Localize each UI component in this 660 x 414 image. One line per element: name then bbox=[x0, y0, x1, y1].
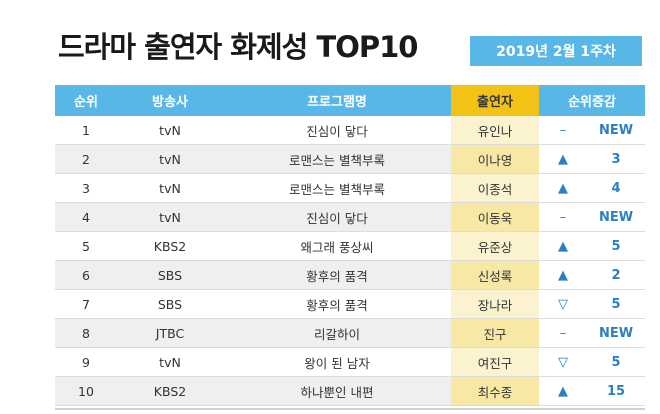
program-cell: 하나뿐인 내편 bbox=[223, 377, 451, 405]
cast-cell: 이종석 bbox=[451, 174, 539, 202]
change-value: NEW bbox=[598, 122, 634, 138]
table-row: 5 KBS2 왜그래 풍상씨 유준상 ▲ 5 bbox=[55, 232, 645, 261]
cast-cell: 이동욱 bbox=[451, 203, 539, 231]
up-triangle-icon: ▲ bbox=[558, 267, 568, 283]
up-triangle-icon: ▲ bbox=[558, 180, 568, 196]
dash-icon: – bbox=[559, 122, 567, 138]
dash-icon: – bbox=[559, 325, 567, 341]
change-value: NEW bbox=[598, 209, 634, 225]
change-cell: ▲ 2 bbox=[539, 261, 645, 289]
channel-cell: KBS2 bbox=[153, 238, 187, 254]
ranking-table: 순위 방송사 프로그램명 출연자 순위증감 1 tvN 진심이 닿다 유인나 – NEW 2… bbox=[55, 85, 645, 406]
rank-cell: 1 bbox=[82, 122, 90, 138]
table-row: 9 tvN 왕이 된 남자 여진구 ▽ 5 bbox=[55, 348, 645, 377]
change-cell: ▲ 15 bbox=[539, 377, 645, 405]
table-row: 10 KBS2 하나뿐인 내편 최수종 ▲ 15 bbox=[55, 377, 645, 406]
up-triangle-icon: ▲ bbox=[558, 383, 568, 399]
cast-cell: 여진구 bbox=[451, 348, 539, 376]
up-triangle-icon: ▲ bbox=[558, 151, 568, 167]
down-triangle-icon: ▽ bbox=[558, 296, 568, 312]
program-cell: 왜그래 풍상씨 bbox=[300, 239, 374, 255]
header-rank: 순위 bbox=[55, 85, 117, 116]
header-cast: 출연자 bbox=[451, 85, 539, 116]
change-value: 2 bbox=[611, 267, 621, 283]
change-cell: ▲ 3 bbox=[539, 145, 645, 173]
cast-cell: 이나영 bbox=[451, 145, 539, 173]
change-value: 5 bbox=[611, 238, 621, 254]
channel-cell: tvN bbox=[117, 203, 223, 231]
table-header: 순위 방송사 프로그램명 출연자 순위증감 bbox=[55, 85, 645, 116]
program-cell: 로맨스는 별책부록 bbox=[289, 181, 385, 197]
program-cell: 리갈하이 bbox=[223, 319, 451, 347]
program-cell: 황후의 품격 bbox=[306, 297, 368, 313]
change-value: 5 bbox=[611, 296, 621, 312]
table-body: 1 tvN 진심이 닿다 유인나 – NEW 2 tvN 로맨스는 별책부록 이나영 ▲ 3 3 tvN 로… bbox=[55, 116, 645, 406]
change-value: 3 bbox=[611, 151, 621, 167]
change-cell: – NEW bbox=[539, 203, 645, 231]
cast-cell: 유인나 bbox=[451, 116, 539, 144]
change-value: 5 bbox=[611, 354, 621, 370]
change-cell: ▲ 5 bbox=[539, 232, 645, 260]
channel-cell: SBS bbox=[117, 261, 223, 289]
rank-cell: 4 bbox=[55, 203, 117, 231]
channel-cell: tvN bbox=[117, 145, 223, 173]
table-bottom-divider bbox=[55, 408, 645, 410]
rank-cell: 8 bbox=[55, 319, 117, 347]
table-row: 4 tvN 진심이 닿다 이동욱 – NEW bbox=[55, 203, 645, 232]
table-row: 7 SBS 황후의 품격 장나라 ▽ 5 bbox=[55, 290, 645, 319]
table-row: 2 tvN 로맨스는 별책부록 이나영 ▲ 3 bbox=[55, 145, 645, 174]
program-cell: 진심이 닿다 bbox=[306, 123, 368, 139]
program-cell: 진심이 닿다 bbox=[223, 203, 451, 231]
channel-cell: SBS bbox=[157, 296, 183, 312]
change-value: 15 bbox=[606, 383, 626, 399]
channel-cell: tvN bbox=[159, 122, 181, 138]
change-cell: ▽ 5 bbox=[539, 348, 645, 376]
cast-cell: 진구 bbox=[451, 319, 539, 347]
rank-cell: 9 bbox=[82, 354, 90, 370]
channel-cell: tvN bbox=[159, 180, 181, 196]
header-channel: 방송사 bbox=[117, 85, 223, 116]
table-row: 3 tvN 로맨스는 별책부록 이종석 ▲ 4 bbox=[55, 174, 645, 203]
channel-cell: KBS2 bbox=[117, 377, 223, 405]
rank-cell: 7 bbox=[82, 296, 90, 312]
rank-cell: 10 bbox=[55, 377, 117, 405]
change-cell: ▽ 5 bbox=[539, 290, 645, 318]
change-cell: – NEW bbox=[539, 116, 645, 144]
program-cell: 로맨스는 별책부록 bbox=[223, 145, 451, 173]
channel-cell: JTBC bbox=[117, 319, 223, 347]
down-triangle-icon: ▽ bbox=[558, 354, 568, 370]
table-row: 8 JTBC 리갈하이 진구 – NEW bbox=[55, 319, 645, 348]
page-title: 드라마 출연자 화제성 TOP10 bbox=[58, 30, 418, 64]
date-badge: 2019년 2월 1주차 bbox=[470, 36, 642, 66]
change-value: 4 bbox=[611, 180, 621, 196]
program-cell: 왕이 된 남자 bbox=[304, 355, 370, 371]
header-program: 프로그램명 bbox=[223, 85, 451, 116]
rank-cell: 2 bbox=[55, 145, 117, 173]
change-cell: – NEW bbox=[539, 319, 645, 347]
change-cell: ▲ 4 bbox=[539, 174, 645, 202]
cast-cell: 최수종 bbox=[451, 377, 539, 405]
dash-icon: – bbox=[559, 209, 567, 225]
rank-cell: 6 bbox=[55, 261, 117, 289]
channel-cell: tvN bbox=[159, 354, 181, 370]
change-value: NEW bbox=[598, 325, 634, 341]
table-row: 6 SBS 황후의 품격 신성록 ▲ 2 bbox=[55, 261, 645, 290]
rank-cell: 5 bbox=[82, 238, 90, 254]
program-cell: 황후의 품격 bbox=[223, 261, 451, 289]
table-row: 1 tvN 진심이 닿다 유인나 – NEW bbox=[55, 116, 645, 145]
up-triangle-icon: ▲ bbox=[558, 238, 568, 254]
rank-cell: 3 bbox=[82, 180, 90, 196]
cast-cell: 신성록 bbox=[451, 261, 539, 289]
cast-cell: 유준상 bbox=[451, 232, 539, 260]
header-change: 순위증감 bbox=[539, 85, 645, 116]
cast-cell: 장나라 bbox=[451, 290, 539, 318]
